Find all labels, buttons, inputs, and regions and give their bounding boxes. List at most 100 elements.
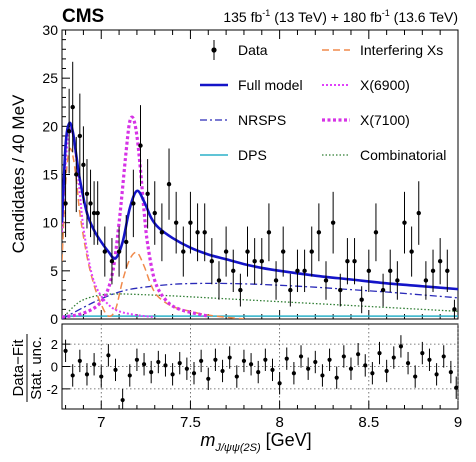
pull-point [170, 372, 175, 377]
data-point [138, 143, 143, 148]
data-point [109, 259, 115, 264]
pull-point [391, 355, 396, 360]
data-point [352, 259, 357, 264]
data-point [124, 239, 129, 245]
pull-point [84, 372, 90, 377]
pull-point [441, 354, 446, 359]
curve-full [62, 121, 458, 291]
ratio-panel: -2 0 2 7 7.5 8 8.5 9 Data−Fit Stat. unc. mJ/ψψ… [10, 323, 462, 454]
pull-point [63, 348, 68, 353]
ratio-y-axis: -2 0 2 [46, 337, 70, 397]
data-point [380, 287, 386, 293]
data-point [430, 268, 436, 274]
ratio-label-top: Data−Fit [10, 339, 27, 397]
legend-label-x6900: X(6900) [360, 77, 410, 93]
pull-point [327, 357, 332, 362]
model-curves [62, 115, 458, 319]
y-tick-label: 0 [50, 311, 58, 327]
y-tick-label: 20 [42, 118, 58, 134]
pull-point [334, 375, 339, 380]
data-point [173, 220, 179, 225]
legend: Data Interfering Xs Full model X(6900) NRSPS… [200, 40, 446, 163]
data-point [309, 249, 314, 254]
pull-point [77, 358, 82, 364]
data-point [202, 230, 207, 235]
pull-point [320, 373, 325, 378]
y-tick-label: 15 [42, 167, 58, 183]
pull-point [177, 361, 182, 366]
data-point [181, 249, 186, 254]
x-axis-label: mJ/ψψ(2S) [GeV] [200, 430, 311, 454]
y-tick-label: 30 [42, 22, 58, 38]
pull-point [220, 368, 225, 374]
data-point [345, 259, 350, 264]
pull-points [63, 335, 458, 409]
data-point [131, 201, 136, 206]
data-point [395, 278, 400, 283]
data-point [366, 268, 372, 274]
x-tick-label: 8 [275, 414, 283, 431]
pull-point [298, 354, 304, 359]
pull-point [413, 374, 418, 379]
data-point [77, 133, 83, 139]
x-tick-label: 9 [454, 414, 462, 431]
pull-point [256, 369, 261, 375]
data-point [302, 268, 307, 274]
data-point [74, 172, 79, 177]
data-point [91, 210, 97, 216]
data-point [266, 230, 272, 235]
pull-point [213, 357, 218, 362]
pull-point [134, 357, 140, 362]
data-point [231, 268, 236, 274]
pull-point [263, 357, 268, 362]
pull-point [120, 397, 125, 403]
data-point [423, 278, 429, 283]
data-point [95, 210, 100, 216]
data-point [145, 191, 150, 196]
pull-point [149, 369, 154, 375]
data-point [195, 230, 200, 235]
data-point [323, 278, 329, 283]
experiment-label: CMS [62, 6, 104, 27]
pull-point [156, 359, 161, 365]
main-panel: 0 5 10 15 20 25 30 Data Interfering Xs Full mode… [9, 22, 459, 327]
main-frame [61, 29, 459, 320]
y-tick-label: 10 [42, 215, 58, 231]
pull-point [106, 353, 111, 358]
data-point [452, 307, 457, 312]
ratio-y-tick-label: 2 [51, 337, 58, 352]
data-point [88, 201, 93, 206]
pull-point [363, 363, 368, 368]
main-y-axis-label: Candidates / 40 MeV [9, 94, 28, 253]
pull-point [348, 366, 354, 371]
data-point [238, 287, 243, 293]
ratio-grid [62, 324, 459, 409]
pull-point [199, 358, 204, 364]
legend-swatch-data [211, 47, 217, 53]
pull-point [277, 381, 282, 386]
ratio-y-axis-label: Data−Fit Stat. unc. [10, 334, 45, 402]
data-point [338, 287, 343, 293]
y-tick-label: 25 [42, 70, 58, 86]
data-point [316, 230, 322, 235]
pull-point [434, 372, 439, 377]
data-point [116, 249, 122, 254]
pull-point [127, 373, 132, 378]
data-point [81, 162, 86, 168]
pull-point [206, 376, 211, 381]
pull-point [227, 355, 232, 360]
curve-nrsps [62, 282, 458, 319]
data-point [416, 210, 421, 216]
pull-point [270, 367, 275, 372]
ratio-label-bottom: Stat. unc. [28, 336, 45, 399]
curve-comb [62, 293, 458, 319]
pull-point [92, 362, 97, 367]
data-point [402, 220, 407, 225]
pull-point [405, 361, 411, 366]
pull-point [191, 371, 197, 376]
pull-point [356, 352, 361, 357]
pull-point [454, 385, 458, 390]
data-point [295, 268, 300, 274]
pull-point [234, 374, 239, 379]
